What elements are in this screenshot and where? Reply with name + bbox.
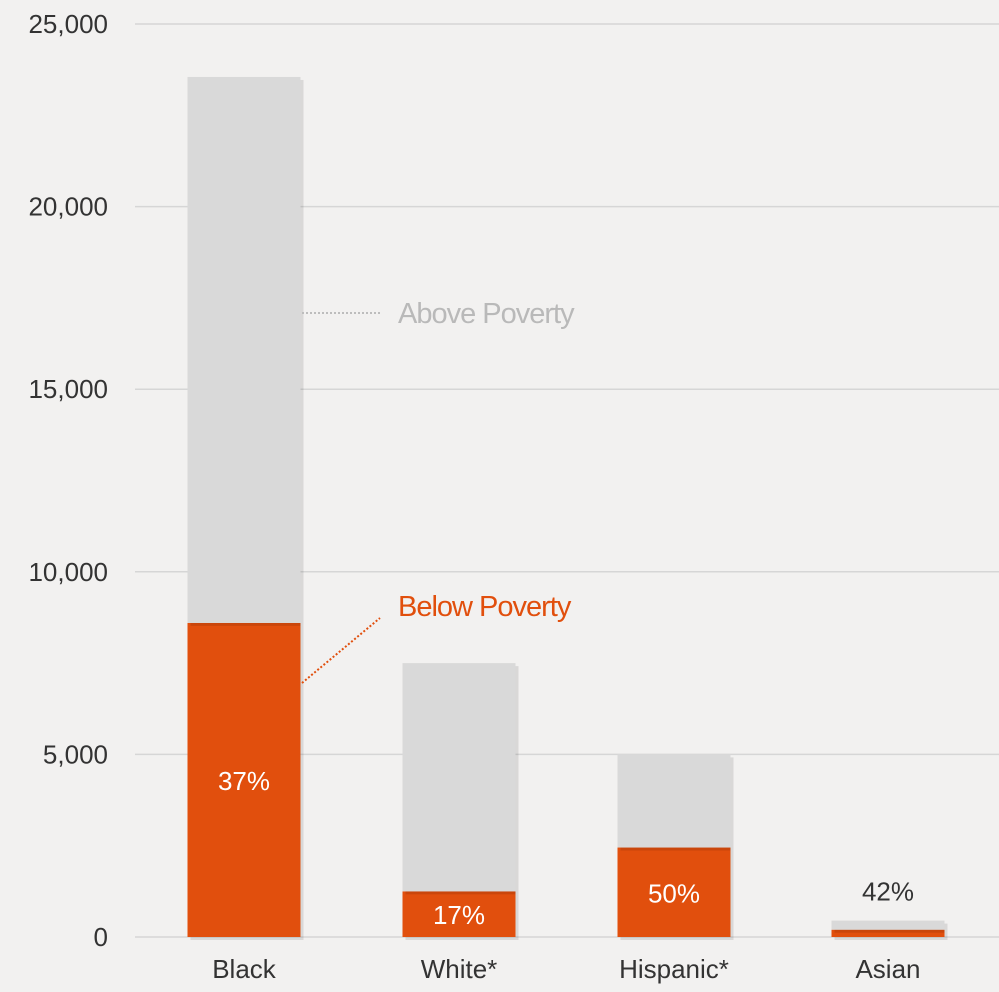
bar-percent-label: 17% xyxy=(433,900,485,930)
below-poverty-annotation: Below Poverty xyxy=(398,591,572,623)
x-category-label: Hispanic* xyxy=(619,954,729,984)
y-tick-label: 20,000 xyxy=(28,192,108,222)
bar-above-poverty xyxy=(402,663,516,892)
bar-percent-label: 37% xyxy=(218,766,270,796)
y-tick-label: 0 xyxy=(94,922,108,952)
bar-value-labels: 37% 17% 50% 42% xyxy=(218,766,914,930)
x-category-label: Asian xyxy=(855,954,920,984)
bar-above-poverty xyxy=(187,76,301,623)
x-category-label: White* xyxy=(421,954,498,984)
y-tick-label: 25,000 xyxy=(28,9,108,39)
bar-above-poverty xyxy=(831,920,945,930)
bar-below-poverty xyxy=(187,622,301,937)
x-category-label: Black xyxy=(212,954,277,984)
bar-below-poverty xyxy=(402,891,516,937)
y-tick-label: 5,000 xyxy=(43,739,108,769)
y-tick-label: 15,000 xyxy=(28,374,108,404)
above-poverty-annotation: Above Poverty xyxy=(398,298,575,330)
y-axis-tick-labels: 0 5,000 10,000 15,000 20,000 25,000 xyxy=(28,9,108,952)
below-poverty-leader-line xyxy=(301,617,381,684)
bar-percent-label: 50% xyxy=(648,878,700,908)
series-annotations: Above Poverty Below Poverty xyxy=(301,298,576,684)
bar-below-poverty xyxy=(617,847,731,937)
bar-percent-label: 42% xyxy=(862,877,914,907)
bars xyxy=(187,76,948,940)
y-tick-label: 10,000 xyxy=(28,557,108,587)
x-axis-category-labels: Black White* Hispanic* Asian xyxy=(212,954,920,984)
bar-above-poverty xyxy=(617,754,731,848)
bar-below-poverty xyxy=(831,929,945,937)
